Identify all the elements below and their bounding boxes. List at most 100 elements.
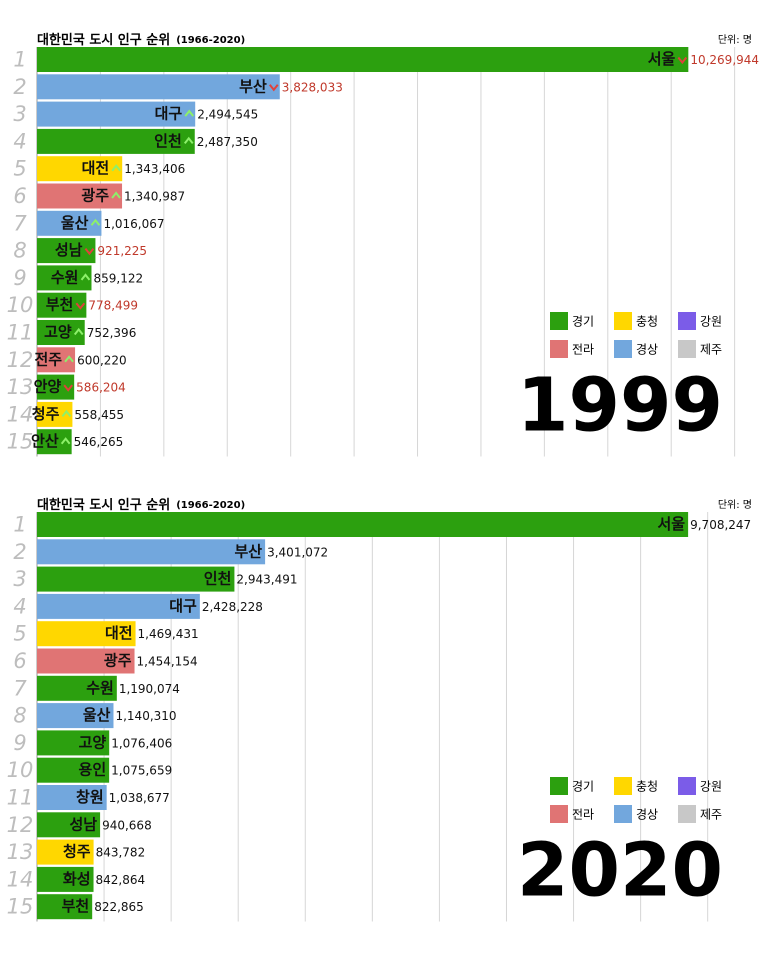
bar-label: 대구 bbox=[155, 105, 183, 123]
legend-swatch bbox=[678, 340, 696, 358]
rank: 7 bbox=[13, 676, 27, 700]
rank: 15 bbox=[7, 895, 34, 919]
trend-arrow bbox=[90, 218, 101, 226]
rank: 10 bbox=[7, 758, 34, 782]
rank: 6 bbox=[13, 184, 26, 208]
bar bbox=[37, 101, 196, 127]
bar bbox=[37, 429, 72, 455]
rank: 9 bbox=[13, 731, 26, 755]
trend-arrow bbox=[64, 355, 74, 363]
value-label: 1,454,154 bbox=[137, 655, 198, 669]
bar-label: 수원 bbox=[51, 268, 79, 286]
rank: 3 bbox=[13, 102, 26, 126]
trend-arrow bbox=[183, 136, 194, 145]
legend-swatch bbox=[550, 340, 568, 358]
bar-label: 고양 bbox=[44, 323, 72, 341]
bar-label: 전주 bbox=[34, 350, 62, 368]
rank: 11 bbox=[7, 321, 34, 345]
value-label: 586,204 bbox=[76, 381, 126, 395]
chart-title: 대한민국 도시 인구 순위 (1966-2020) bbox=[37, 497, 245, 513]
value-label: 1,076,406 bbox=[111, 736, 172, 750]
rank: 2 bbox=[13, 540, 26, 564]
title-text: 대한민국 도시 인구 순위 bbox=[37, 32, 170, 48]
bar-label: 대전 bbox=[105, 624, 133, 642]
bar bbox=[37, 812, 101, 838]
bar-label: 고양 bbox=[79, 733, 107, 751]
legend-swatch bbox=[550, 805, 568, 823]
bar-label: 화성 bbox=[63, 870, 91, 888]
legend-swatch bbox=[678, 312, 696, 330]
trend-arrow bbox=[84, 247, 95, 256]
bar-label: 대전 bbox=[82, 159, 110, 177]
legend-label: 경기 bbox=[572, 315, 594, 329]
rank: 8 bbox=[13, 239, 26, 263]
legend-swatch bbox=[614, 777, 632, 795]
trend-arrow bbox=[60, 437, 71, 445]
value-label: 1,190,074 bbox=[119, 682, 180, 696]
bar-label: 광주 bbox=[104, 652, 132, 670]
rank: 14 bbox=[7, 402, 34, 426]
bar-label: 안양 bbox=[34, 378, 62, 396]
value-label: 600,220 bbox=[77, 353, 127, 367]
trend-arrow bbox=[184, 109, 194, 117]
bar-label: 서울 bbox=[658, 515, 686, 533]
legend-label: 충청 bbox=[636, 780, 658, 794]
bar-label: 안산 bbox=[31, 432, 59, 450]
bar-label: 성남 bbox=[69, 815, 97, 833]
value-label: 9,708,247 bbox=[690, 518, 751, 532]
trend-arrow bbox=[111, 164, 121, 172]
bar-label: 울산 bbox=[61, 214, 89, 232]
trend-arrow bbox=[63, 384, 73, 392]
bar-label: 부산 bbox=[234, 542, 262, 560]
unit: 단위: 명 bbox=[718, 33, 752, 46]
value-label: 10,269,944 bbox=[690, 53, 759, 67]
bar bbox=[37, 401, 73, 427]
value-label: 1,140,310 bbox=[115, 709, 176, 723]
legend-label: 강원 bbox=[700, 315, 722, 329]
bar bbox=[37, 648, 135, 674]
bar bbox=[37, 785, 107, 810]
legend-label: 경기 bbox=[572, 780, 594, 794]
bar-label: 서울 bbox=[648, 50, 676, 68]
subtitle: (1966-2020) bbox=[176, 35, 245, 46]
value-label: 1,016,067 bbox=[103, 217, 164, 231]
bar-label: 수원 bbox=[86, 679, 114, 697]
legend-swatch bbox=[550, 777, 568, 795]
bar-label: 대구 bbox=[169, 597, 197, 615]
rank: 12 bbox=[7, 348, 34, 372]
bar-label: 청주 bbox=[63, 843, 91, 861]
rank: 13 bbox=[7, 375, 34, 399]
bar bbox=[37, 675, 117, 701]
value-label: 2,487,350 bbox=[197, 135, 258, 149]
value-label: 2,494,545 bbox=[197, 108, 258, 122]
bar-label: 광주 bbox=[81, 187, 109, 205]
bar-label: 청주 bbox=[32, 405, 60, 423]
rank: 1 bbox=[13, 513, 26, 537]
value-label: 546,265 bbox=[74, 435, 124, 449]
subtitle: (1966-2020) bbox=[176, 500, 245, 511]
value-label: 2,428,228 bbox=[202, 600, 263, 614]
bar bbox=[37, 156, 123, 182]
value-label: 940,668 bbox=[102, 818, 152, 832]
value-label: 1,340,987 bbox=[124, 190, 185, 204]
bar bbox=[37, 894, 93, 920]
bar bbox=[37, 621, 136, 647]
legend-swatch bbox=[678, 777, 696, 795]
legend-swatch bbox=[614, 805, 632, 823]
rank: 3 bbox=[13, 567, 26, 591]
value-label: 1,075,659 bbox=[111, 764, 172, 778]
rank: 9 bbox=[13, 266, 26, 290]
year-label: 1999 bbox=[517, 363, 723, 449]
rank: 6 bbox=[13, 649, 26, 673]
rank: 10 bbox=[7, 293, 34, 317]
rank: 1 bbox=[13, 48, 26, 72]
chart-title: 대한민국 도시 인구 순위 (1966-2020) bbox=[37, 32, 245, 48]
bar-label: 용인 bbox=[79, 761, 107, 779]
bar bbox=[37, 210, 102, 236]
bar bbox=[37, 593, 200, 619]
rank: 2 bbox=[13, 75, 26, 99]
value-label: 1,038,677 bbox=[109, 791, 170, 805]
legend-swatch bbox=[550, 312, 568, 330]
bar-label: 울산 bbox=[83, 706, 111, 724]
